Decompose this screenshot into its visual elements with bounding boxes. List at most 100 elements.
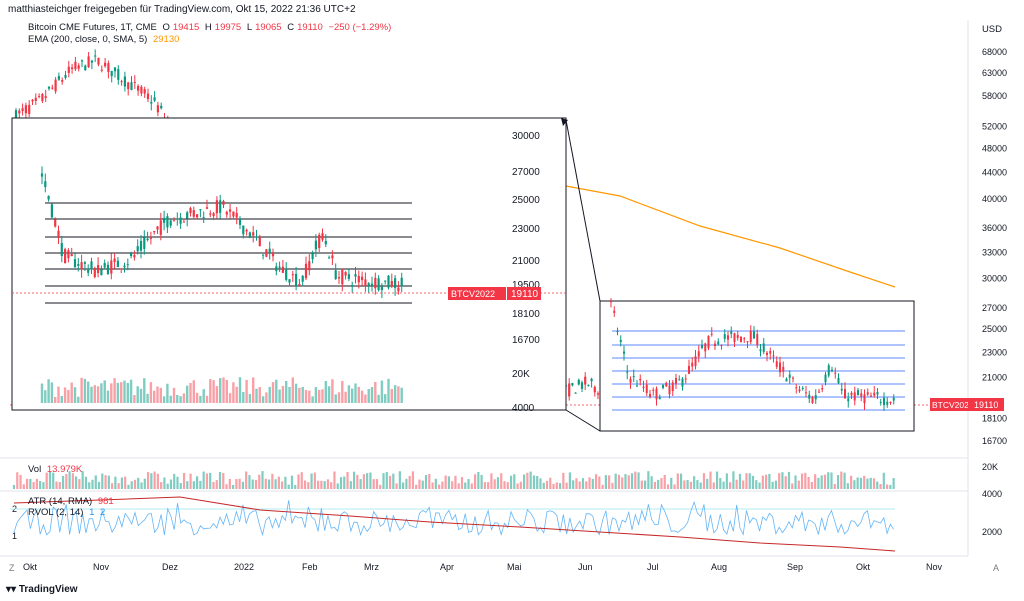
volume-bar <box>48 471 52 489</box>
volume-bar <box>719 478 722 489</box>
volume-bar <box>715 471 719 489</box>
atr-value: 981 <box>97 496 114 507</box>
inset-box <box>11 117 567 411</box>
candle-body <box>189 208 192 214</box>
inset-tag-label: BTCV2022 <box>451 289 495 299</box>
inset-volume-bar <box>83 378 87 403</box>
candle-body <box>54 79 57 92</box>
candle-body <box>143 89 146 94</box>
inset-volume-bar <box>331 379 334 403</box>
volume-bar <box>591 478 594 489</box>
volume-bar <box>807 476 810 489</box>
volume-bar <box>117 483 120 489</box>
candle-body <box>281 266 284 273</box>
time-axis-label: Mrz <box>364 562 379 572</box>
volume-bar <box>173 473 176 489</box>
candle-body <box>120 81 123 83</box>
candle-body <box>324 240 327 245</box>
volume-tick-label: 20K <box>982 462 998 472</box>
candle-body <box>87 56 90 68</box>
ema-legend[interactable]: EMA (200, close, 0, SMA, 5) 29130 <box>28 34 180 45</box>
volume-bar <box>68 471 71 489</box>
candle-body <box>106 264 110 274</box>
volume-bar <box>111 483 114 489</box>
candle-body <box>879 401 882 403</box>
inset-volume-bar <box>327 386 331 403</box>
volume-legend[interactable]: Vol 13.979K <box>28 464 83 475</box>
volume-bar <box>598 476 601 489</box>
candle-body <box>658 397 661 400</box>
rvol-legend[interactable]: RVOL (2, 14) 1 2 <box>28 507 106 518</box>
candle-body <box>328 257 331 259</box>
indicator-tick-label: 4000 <box>982 489 1002 499</box>
candle-body <box>255 236 258 238</box>
volume-bar <box>52 472 55 489</box>
volume-bar <box>467 479 470 489</box>
inset-volume-bar <box>120 382 123 403</box>
volume-bar <box>624 474 627 489</box>
time-axis-label: Jun <box>578 562 593 572</box>
auto-scale-button[interactable]: A <box>993 563 1000 573</box>
volume-bar <box>614 473 617 489</box>
atr-legend[interactable]: ATR (14, RMA) 981 <box>28 496 114 507</box>
candle-body <box>720 345 723 347</box>
volume-bar <box>608 475 611 489</box>
volume-bar <box>859 477 863 489</box>
volume-bar <box>388 475 392 489</box>
volume-bar <box>794 475 797 489</box>
candle-body <box>351 285 354 287</box>
symbol-name[interactable]: Bitcoin CME Futures, 1T, CME <box>28 22 157 33</box>
volume-bar <box>817 477 820 489</box>
candle-body <box>74 61 77 70</box>
candle-body <box>107 63 110 73</box>
candle-body <box>390 281 393 287</box>
volume-bar <box>526 472 529 489</box>
volume-bar <box>477 472 480 489</box>
inset-volume-bar <box>245 379 248 403</box>
candle-body <box>100 269 103 276</box>
candle-body <box>57 230 60 238</box>
candle-body <box>866 392 869 395</box>
price-tag-value: 19110 <box>974 400 998 410</box>
inset-volume-bar <box>57 386 60 403</box>
inset-tick-label: 25000 <box>512 195 540 206</box>
candle-body <box>265 249 268 257</box>
inset-volume-bar <box>129 379 133 403</box>
volume-bar <box>88 482 91 489</box>
volume-bar <box>810 482 813 489</box>
inset-volume-bar <box>209 379 212 403</box>
candle-body <box>137 85 140 91</box>
volume-bar <box>16 472 19 489</box>
volume-bar <box>637 472 640 489</box>
volume-bar <box>130 481 133 489</box>
volume-bar <box>58 482 61 489</box>
volume-bar <box>640 480 643 489</box>
volume-bar <box>317 480 320 489</box>
volume-bar <box>163 477 166 489</box>
volume-bar <box>65 473 68 489</box>
volume-bar <box>189 473 192 489</box>
inset-volume-bar <box>235 386 238 403</box>
inset-volume-bar <box>182 393 186 403</box>
volume-bar <box>621 477 624 489</box>
inset-tick-label: 27000 <box>512 167 540 178</box>
inset-volume-bar <box>136 386 139 403</box>
inset-volume-bar <box>397 386 400 403</box>
candle-body <box>671 382 674 392</box>
volume-bar <box>19 474 22 489</box>
volume-bar <box>627 475 630 489</box>
candle-body <box>288 279 291 283</box>
zoom-left-button[interactable]: Z <box>9 563 15 573</box>
inset-volume-bar <box>370 387 374 403</box>
time-axis-label: Feb <box>302 562 318 572</box>
candle-body <box>80 262 83 270</box>
inset-volume-bar <box>390 388 393 403</box>
price-tick-label: 25000 <box>982 324 1007 334</box>
volume-bar <box>617 474 621 489</box>
volume-bar <box>182 472 186 489</box>
candle-body <box>225 211 228 215</box>
candle-body <box>196 214 199 218</box>
inset-volume-bar <box>288 387 291 403</box>
candle-body <box>205 207 209 209</box>
